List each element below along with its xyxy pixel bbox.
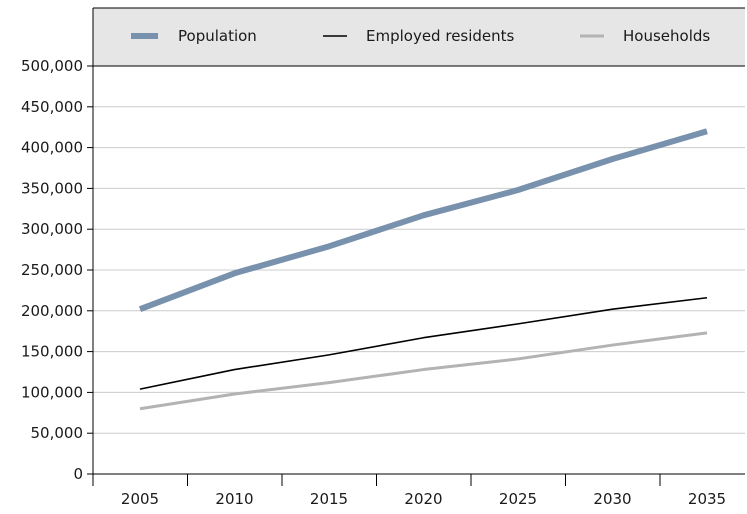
y-tick-label-500000: 500,000 bbox=[21, 57, 83, 75]
legend-label-employed: Employed residents bbox=[366, 27, 515, 45]
y-tick-label-150000: 150,000 bbox=[21, 343, 83, 361]
x-axis-ticks: 2005 2010 2015 2020 2025 2030 2035 bbox=[121, 474, 726, 508]
x-tick-label-2030: 2030 bbox=[593, 490, 631, 508]
x-tick-label-2015: 2015 bbox=[310, 490, 348, 508]
y-tick-label-50000: 50,000 bbox=[31, 424, 84, 442]
legend-label-households: Households bbox=[623, 27, 710, 45]
series-line-population bbox=[138, 128, 708, 312]
y-tick-label-0: 0 bbox=[73, 465, 83, 483]
y-tick-label-100000: 100,000 bbox=[21, 383, 83, 401]
legend-label-population: Population bbox=[178, 27, 257, 45]
y-tick-label-450000: 450,000 bbox=[21, 98, 83, 116]
y-tick-label-300000: 300,000 bbox=[21, 220, 83, 238]
y-tick-label-400000: 400,000 bbox=[21, 139, 83, 157]
x-tick-label-2025: 2025 bbox=[499, 490, 537, 508]
y-tick-label-250000: 250,000 bbox=[21, 261, 83, 279]
legend-background bbox=[93, 8, 745, 66]
axes bbox=[92, 8, 745, 486]
gridlines bbox=[93, 65, 745, 434]
x-tick-label-2010: 2010 bbox=[215, 490, 253, 508]
y-axis-ticks: 0 50,000 100,000 150,000 200,000 250,000 300,0… bbox=[21, 57, 93, 483]
x-tick-label-2020: 2020 bbox=[404, 490, 442, 508]
x-tick-label-2035: 2035 bbox=[688, 490, 726, 508]
x-tick-label-2005: 2005 bbox=[121, 490, 159, 508]
legend: Population Employed residents Households bbox=[93, 7, 745, 66]
y-tick-label-350000: 350,000 bbox=[21, 179, 83, 197]
y-tick-label-200000: 200,000 bbox=[21, 302, 83, 320]
series-lines bbox=[138, 128, 708, 411]
